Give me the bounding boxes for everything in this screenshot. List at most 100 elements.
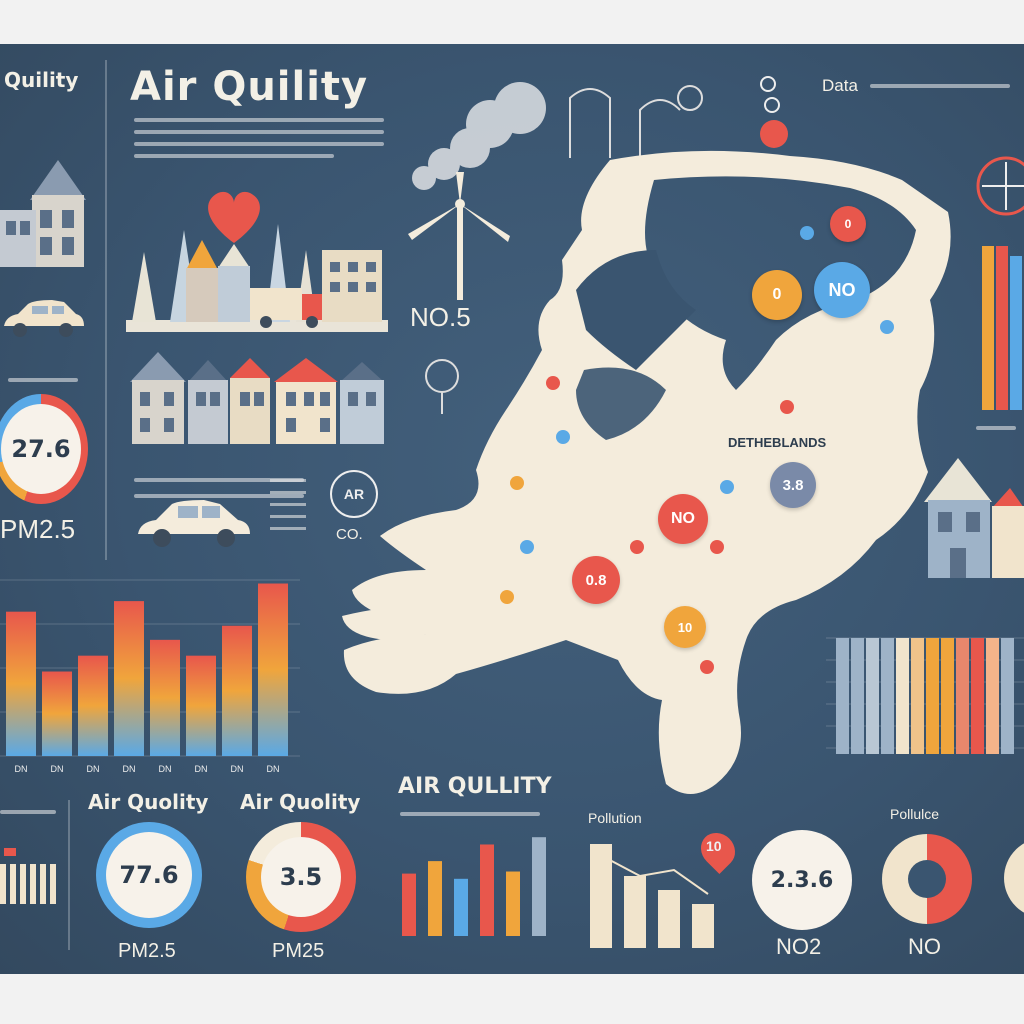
bottom-gauge-3-value: 2.3.6: [770, 867, 834, 893]
top-pin-marker: [760, 120, 788, 148]
left-bar-tick: DN: [15, 764, 28, 774]
co-badge-text: AR: [343, 486, 365, 502]
bottom-bar: [532, 837, 546, 936]
bottom-gauge-4-ring: [882, 834, 972, 924]
data-caption-scribble: [870, 84, 1010, 88]
map-marker: 0: [830, 206, 866, 242]
bottom-bar: [480, 844, 494, 936]
heart-cloud-icon: [208, 191, 260, 243]
right-bar: [866, 638, 879, 754]
left-tab-title: Quility: [4, 68, 79, 92]
right-bar: [926, 638, 939, 754]
map-dot: [630, 540, 644, 554]
pollution-bar-chart: [590, 844, 714, 948]
tree-icon: [569, 85, 703, 158]
bottom-gauge-3-caption: NO2: [776, 934, 822, 959]
map-dot: [500, 590, 514, 604]
left-bar-tick: DN: [231, 764, 244, 774]
bottom-gauge-2-value: 3.5: [261, 837, 341, 917]
bottom-left-mini-marker: [4, 848, 16, 856]
map-marker: NO: [658, 494, 708, 544]
left-gauge-ring: 27.6: [0, 394, 88, 504]
pollution-label: Pollution: [588, 810, 642, 826]
page-title: Air Quility: [130, 64, 369, 110]
map-dot: [800, 226, 814, 240]
left-bar-tick: DN: [123, 764, 136, 774]
left-house-illustration: [0, 160, 86, 267]
netherlands-map: DETHEBLANDS: [342, 150, 951, 794]
left-bar: [150, 639, 180, 756]
right-bar: [956, 638, 969, 754]
circle-icon: [760, 76, 776, 92]
row-houses-illustration: [130, 352, 384, 444]
right-top-bar-strip: [982, 246, 1022, 410]
right-house-illustration: [924, 458, 1024, 578]
smoke-cloud-illustration: [412, 82, 546, 190]
right-bar-chart: [826, 637, 1024, 754]
grid-icon: [270, 470, 306, 530]
balloon-icon: [425, 359, 459, 414]
map-dot: [700, 660, 714, 674]
co-badge: AR: [330, 470, 378, 518]
bottom-gauge-1-value: 77.6: [106, 832, 192, 918]
left-gauge-caption: PM2.5: [0, 514, 76, 544]
left-column-divider: [105, 60, 107, 560]
village-illustration: [126, 224, 388, 332]
bottom-gauge-1-caption: PM2.5: [118, 940, 176, 962]
bottom-bar: [428, 861, 442, 936]
map-dot: [556, 430, 570, 444]
bottom-left-mini-chart: [0, 864, 56, 904]
left-bar: [114, 601, 144, 756]
map-dot: [780, 400, 794, 414]
bottom-panel-title: AIR QULLITY: [398, 774, 552, 799]
bottom-gauge-2-ring: 3.5: [246, 822, 356, 932]
right-bar: [881, 638, 894, 754]
bottom-gauge-1-ring: 77.6: [96, 822, 202, 928]
left-gauge-value: 27.6: [1, 404, 81, 494]
netherlands-map-label: DETHEBLANDS: [728, 435, 827, 450]
right-bar: [1001, 638, 1014, 754]
right-bar: [971, 638, 984, 754]
bottom-gauge-4-core: [908, 860, 946, 898]
map-dot: [520, 540, 534, 554]
map-dot: [510, 476, 524, 490]
bottom-bar: [506, 871, 520, 936]
bottom-left-divider: [68, 800, 70, 950]
left-bar: [186, 655, 216, 756]
map-dot: [546, 376, 560, 390]
right-bar: [896, 638, 909, 754]
pin-value: 10: [706, 838, 722, 854]
data-caption: Data: [822, 76, 858, 95]
circle-icon: [764, 97, 780, 113]
map-marker: 10: [664, 606, 706, 648]
bottom-bar: [454, 878, 468, 936]
left-bar-tick: DN: [195, 764, 208, 774]
map-marker: NO: [814, 262, 870, 318]
car-icon: [138, 500, 250, 547]
bottom-bar-chart: [402, 837, 546, 936]
right-bar: [851, 638, 864, 754]
compass-icon: [976, 156, 1024, 216]
right-bar: [986, 638, 999, 754]
bottom-gauge-4-caption: NO: [908, 934, 941, 959]
map-dot: [710, 540, 724, 554]
bottom-gauge-3-ring: 2.3.6: [752, 830, 852, 930]
left-bar-chart: DN DN DN DN DN DN DN DN: [0, 579, 300, 774]
bottom-bar: [402, 873, 416, 936]
left-bar: [42, 671, 72, 756]
pollulce-label: Pollulce: [890, 806, 940, 822]
bottom-gauge-2-title: Air Quolity: [240, 790, 361, 814]
left-bar: [78, 655, 108, 756]
left-bar-tick: DN: [87, 764, 100, 774]
wind-turbine-icon: [408, 172, 510, 300]
map-marker: 3.8: [770, 462, 816, 508]
left-bar: [6, 611, 36, 756]
bottom-gauge-2-caption: PM25: [272, 940, 325, 962]
header-icon-row: [760, 76, 800, 113]
map-dot: [880, 320, 894, 334]
map-marker: 0: [752, 270, 802, 320]
map-marker: 0.8: [572, 556, 620, 604]
left-bar-tick: DN: [267, 764, 280, 774]
no5-label: NO.5: [410, 302, 471, 332]
